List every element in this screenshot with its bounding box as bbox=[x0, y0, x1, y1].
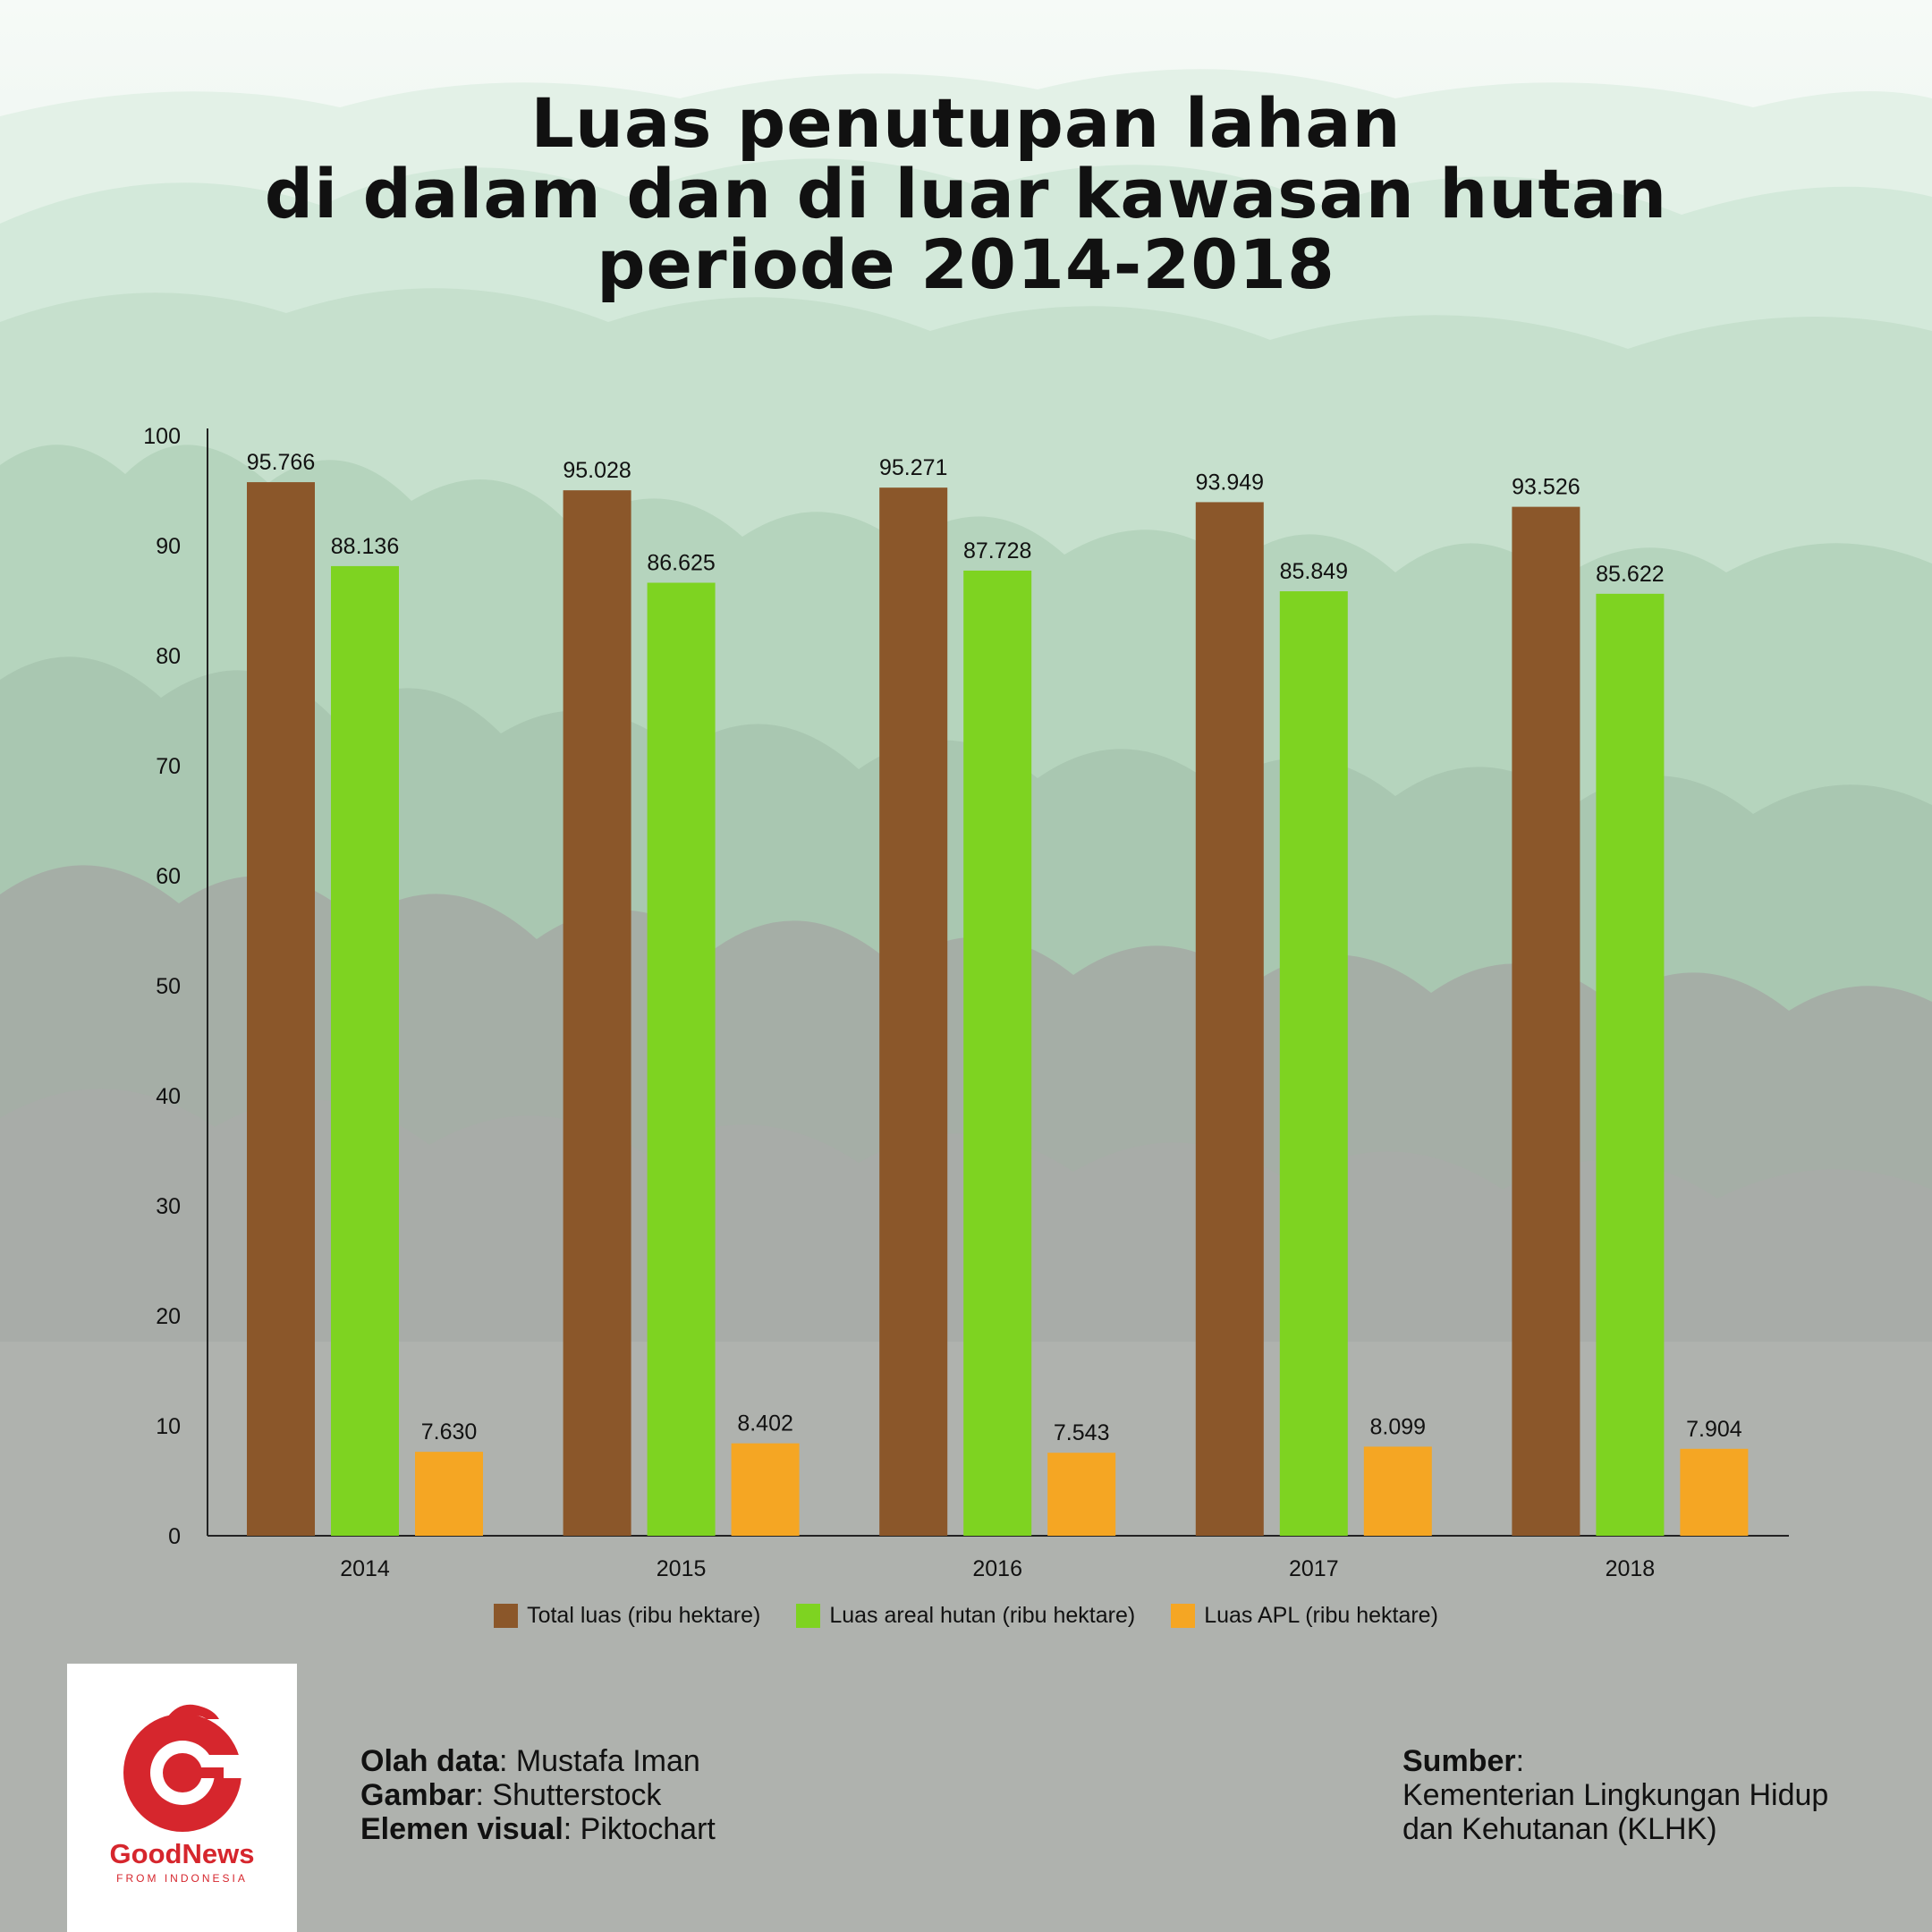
legend-label-apl: Luas APL (ribu hektare) bbox=[1204, 1603, 1438, 1628]
goodnews-logo: GoodNews FROM INDONESIA bbox=[67, 1664, 297, 1932]
data-label: 93.526 bbox=[1512, 475, 1580, 500]
data-label: 93.949 bbox=[1196, 470, 1264, 495]
x-tick-label: 2015 bbox=[657, 1556, 707, 1581]
credit-visual: Elemen visual: Piktochart bbox=[360, 1812, 716, 1846]
bar bbox=[963, 570, 1032, 1537]
legend-label-total: Total luas (ribu hektare) bbox=[527, 1603, 761, 1628]
y-tick-label: 50 bbox=[156, 974, 181, 999]
bar bbox=[1363, 1446, 1432, 1536]
data-label: 7.630 bbox=[421, 1419, 478, 1445]
x-tick-label: 2017 bbox=[1289, 1556, 1339, 1581]
legend-item-hutan: Luas areal hutan (ribu hektare) bbox=[796, 1603, 1135, 1629]
bar bbox=[1596, 593, 1665, 1537]
x-tick-label: 2018 bbox=[1606, 1556, 1656, 1581]
bar bbox=[1047, 1453, 1116, 1536]
data-label: 88.136 bbox=[331, 534, 399, 559]
data-label: 8.099 bbox=[1370, 1414, 1427, 1439]
data-label: 7.543 bbox=[1054, 1420, 1110, 1445]
bar bbox=[1680, 1448, 1749, 1536]
logo-tagline: FROM INDONESIA bbox=[116, 1872, 248, 1885]
bar bbox=[415, 1452, 483, 1536]
credits: Olah data: Mustafa Iman Gambar: Shutters… bbox=[360, 1744, 716, 1846]
bar bbox=[1195, 502, 1264, 1537]
source-heading: Sumber: bbox=[1402, 1744, 1525, 1778]
source-line-1: Kementerian Lingkungan Hidup bbox=[1402, 1778, 1829, 1812]
y-tick-label: 60 bbox=[156, 864, 181, 889]
y-tick-label: 100 bbox=[143, 424, 181, 449]
title-line-3: periode 2014-2018 bbox=[597, 225, 1335, 304]
title-line-1: Luas penutupan lahan bbox=[530, 83, 1402, 163]
data-label: 7.904 bbox=[1686, 1417, 1742, 1442]
legend-item-total: Total luas (ribu hektare) bbox=[494, 1603, 760, 1629]
logo-wordmark: GoodNews bbox=[109, 1838, 255, 1869]
source: Sumber: Kementerian Lingkungan Hidup dan… bbox=[1402, 1744, 1828, 1846]
data-label: 95.028 bbox=[563, 458, 631, 483]
credit-image: Gambar: Shutterstock bbox=[360, 1778, 662, 1812]
chart-title: Luas penutupan lahan di dalam dan di lua… bbox=[0, 88, 1932, 300]
bar bbox=[879, 487, 948, 1536]
legend-label-hutan: Luas areal hutan (ribu hektare) bbox=[829, 1603, 1136, 1628]
data-label: 8.402 bbox=[737, 1411, 793, 1436]
data-label: 85.622 bbox=[1596, 562, 1664, 587]
legend-swatch-apl bbox=[1171, 1604, 1196, 1628]
legend-swatch-total bbox=[494, 1604, 519, 1628]
x-tick-label: 2016 bbox=[972, 1556, 1022, 1581]
legend-swatch-hutan bbox=[796, 1604, 821, 1628]
source-line-2: dan Kehutanan (KLHK) bbox=[1402, 1812, 1717, 1846]
bar bbox=[1279, 591, 1348, 1536]
bar bbox=[563, 490, 631, 1537]
y-tick-label: 90 bbox=[156, 534, 181, 559]
credit-data: Olah data: Mustafa Iman bbox=[360, 1744, 700, 1778]
y-tick-label: 20 bbox=[156, 1304, 181, 1329]
y-tick-label: 10 bbox=[156, 1414, 181, 1439]
title-line-2: di dalam dan di luar kawasan hutan bbox=[264, 154, 1668, 233]
legend: Total luas (ribu hektare) Luas areal hut… bbox=[0, 1603, 1932, 1629]
bar bbox=[1512, 506, 1580, 1537]
y-tick-label: 80 bbox=[156, 644, 181, 669]
y-tick-label: 0 bbox=[168, 1524, 181, 1549]
x-tick-label: 2014 bbox=[340, 1556, 390, 1581]
garuda-logo-icon bbox=[123, 1704, 245, 1832]
bar bbox=[731, 1443, 800, 1536]
bar bbox=[247, 482, 315, 1537]
data-label: 85.849 bbox=[1280, 559, 1348, 584]
data-label: 87.728 bbox=[963, 538, 1031, 564]
data-label: 95.766 bbox=[247, 450, 315, 475]
data-label: 95.271 bbox=[879, 455, 947, 480]
legend-item-apl: Luas APL (ribu hektare) bbox=[1171, 1603, 1438, 1629]
y-tick-label: 30 bbox=[156, 1194, 181, 1219]
y-tick-label: 40 bbox=[156, 1084, 181, 1109]
data-label: 86.625 bbox=[647, 551, 715, 576]
y-tick-label: 70 bbox=[156, 754, 181, 779]
bar bbox=[647, 582, 716, 1537]
bar bbox=[331, 565, 399, 1536]
